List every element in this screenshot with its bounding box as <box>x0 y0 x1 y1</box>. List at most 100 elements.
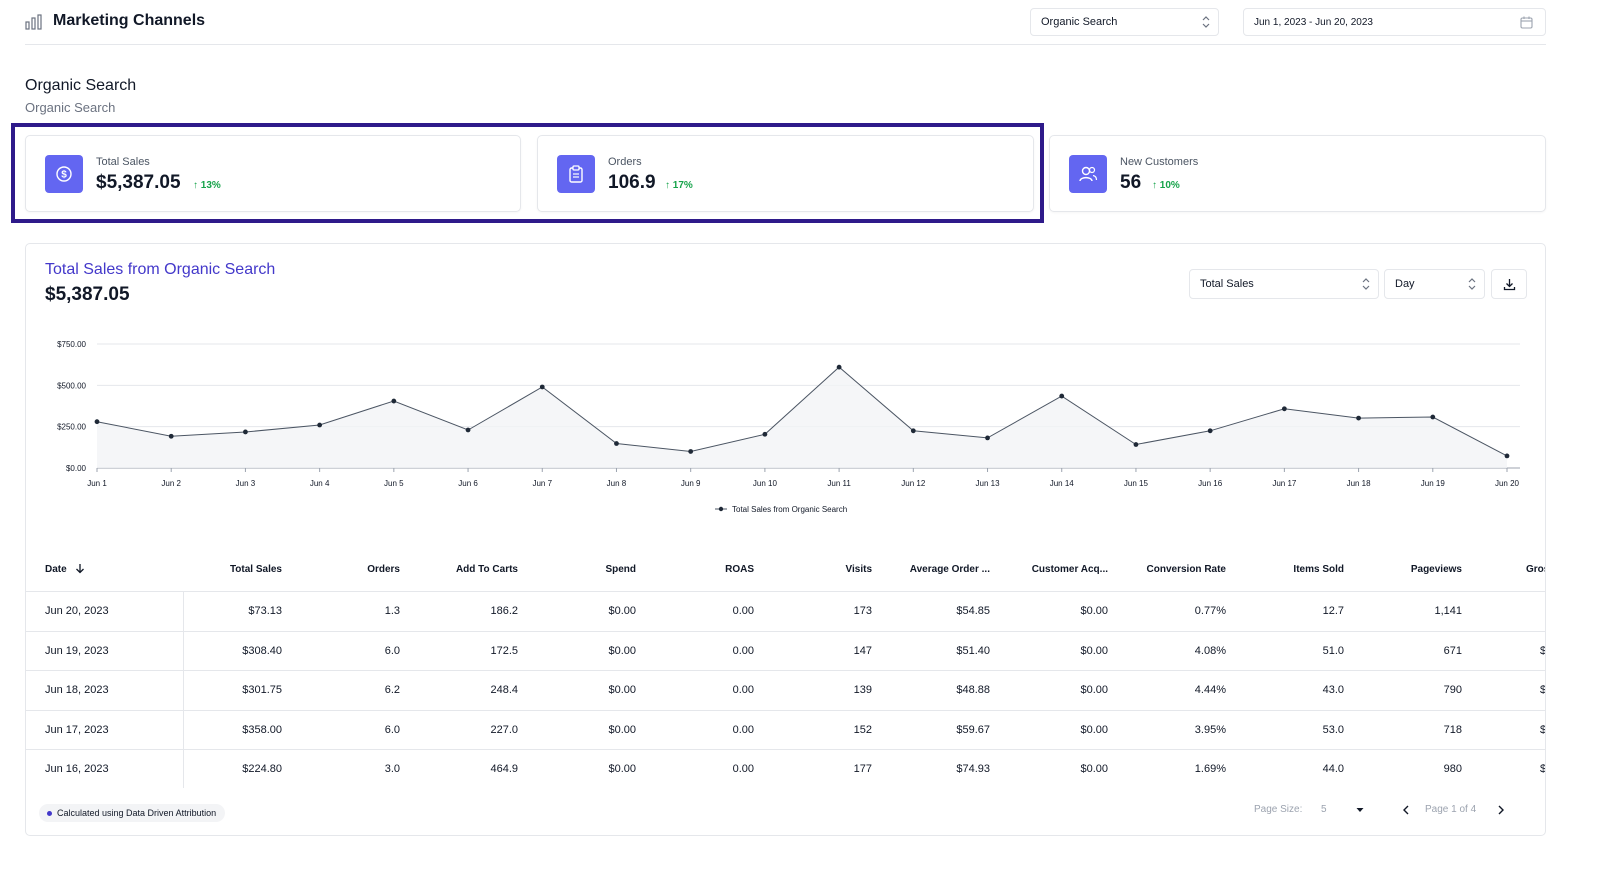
table-cell: $0.00 <box>1080 684 1108 696</box>
kpi-delta: ↑ 10% <box>1152 180 1180 191</box>
table-row[interactable]: Jun 20, 2023 $73.13 1.3 186.2 $0.00 0.00 173 $5… <box>26 591 1545 631</box>
column-header[interactable]: ROAS <box>725 564 754 575</box>
x-tick-label: Jun 18 <box>1347 479 1372 488</box>
page-size-select[interactable]: 5 <box>1321 804 1327 815</box>
table-cell: $54.85 <box>956 605 990 617</box>
section-title: Organic Search <box>25 77 137 94</box>
x-tick-label: Jun 10 <box>753 479 778 488</box>
x-tick-label: Jun 20 <box>1495 479 1520 488</box>
column-header[interactable]: Pageviews <box>1410 564 1462 575</box>
kpi-delta: ↑ 17% <box>665 180 693 191</box>
page-info: Page 1 of 4 <box>1425 804 1477 815</box>
data-point <box>836 364 842 370</box>
table-cell: $51.40 <box>956 644 990 657</box>
download-button[interactable] <box>1491 269 1527 299</box>
y-tick-label: $0.00 <box>66 464 87 473</box>
x-tick-label: Jun 17 <box>1272 479 1297 488</box>
table-row[interactable]: Jun 17, 2023 $358.00 6.0 227.0 $0.00 0.00 152 $… <box>26 709 1546 750</box>
table-cell: 464.9 <box>490 763 518 775</box>
x-tick-label: Jun 11 <box>827 479 851 488</box>
column-header[interactable]: Gros <box>1526 564 1545 575</box>
column-header[interactable]: Average Order ... <box>909 564 990 575</box>
sort-arrow-down-icon[interactable] <box>75 563 85 574</box>
kpi-delta: ↑ 13% <box>193 180 221 191</box>
table-cell: 1.69% <box>1194 763 1226 775</box>
selection-highlight <box>11 123 1044 223</box>
table-cell: 0.00 <box>732 605 754 617</box>
table-cell: 0.00 <box>732 684 754 696</box>
table-cell: $0.00 <box>608 644 636 657</box>
chevron-updown-icon <box>1468 278 1476 290</box>
data-point <box>1504 453 1510 459</box>
chevron-updown-icon <box>1362 278 1370 290</box>
table-row[interactable]: Jun 19, 2023 $308.40 6.0 172.5 $0.00 0.00 147 $… <box>26 630 1546 671</box>
table-cell: $ <box>1540 723 1546 736</box>
top-bar: Marketing Channels <box>25 0 1546 45</box>
table-cell: 152 <box>853 723 872 736</box>
kpi-label: Orders <box>608 156 642 168</box>
data-point <box>985 435 990 441</box>
page-size-label: Page Size: <box>1254 804 1303 815</box>
table-cell: 0.77% <box>1194 605 1226 617</box>
table-cell: Jun 18, 2023 <box>45 684 109 696</box>
table-cell: 6.0 <box>384 644 400 657</box>
column-header[interactable]: Conversion Rate <box>1146 564 1226 575</box>
data-point <box>539 384 545 390</box>
column-header[interactable]: Customer Acq... <box>1031 564 1108 575</box>
x-tick-label: Jun 4 <box>310 479 330 488</box>
x-tick-label: Jun 5 <box>384 479 404 488</box>
table-cell: Jun 19, 2023 <box>45 644 109 657</box>
chevron-updown-icon <box>1202 16 1210 28</box>
table-cell: $ <box>1540 644 1546 657</box>
table-cell: $301.75 <box>242 684 282 696</box>
column-header[interactable]: Date <box>45 564 67 575</box>
column-header[interactable]: Visits <box>845 564 873 575</box>
column-header[interactable]: Total Sales <box>229 564 282 575</box>
next-page-button[interactable] <box>1497 805 1505 815</box>
metric-select[interactable]: Total Sales <box>1189 269 1379 299</box>
column-header[interactable]: Orders <box>367 564 400 575</box>
legend-marker <box>718 506 724 512</box>
data-point <box>391 398 397 404</box>
date-range-picker[interactable]: Jun 1, 2023 - Jun 20, 2023 <box>1243 8 1546 36</box>
interval-select[interactable]: Day <box>1384 269 1485 299</box>
line-chart: $0.00 $250.00 $500.00 $750.00 Jun 1 Jun 2 Jun … <box>57 340 1520 514</box>
table-cell: 186.2 <box>490 605 518 617</box>
table-cell: $48.88 <box>956 684 990 696</box>
table-cell: 51.0 <box>1322 644 1344 657</box>
x-tick-label: Jun 9 <box>681 479 701 488</box>
x-tick-label: Jun 2 <box>161 479 181 488</box>
table-cell: 147 <box>853 644 872 657</box>
caret-down-icon[interactable] <box>1356 807 1364 813</box>
column-header[interactable]: Items Sold <box>1293 564 1344 575</box>
table-cell: $0.00 <box>1080 605 1108 617</box>
column-header[interactable]: Add To Carts <box>455 564 518 575</box>
column-divider <box>183 591 184 788</box>
channel-select-value: Organic Search <box>1041 16 1118 28</box>
kpi-value: 106.9 <box>608 172 656 193</box>
download-icon <box>1503 278 1515 290</box>
table-cell: $0.00 <box>1080 723 1108 736</box>
channel-select[interactable]: Organic Search <box>1030 8 1219 36</box>
table-cell: 1,141 <box>1434 605 1462 617</box>
column-header[interactable]: Spend <box>605 564 636 575</box>
table-row[interactable]: Jun 16, 2023 $224.80 3.0 464.9 $0.00 0.00 177 $… <box>26 749 1546 789</box>
kpi-value: 56 <box>1120 172 1142 193</box>
kpi-label: Total Sales <box>96 156 150 168</box>
table-cell: $ <box>1540 763 1546 775</box>
calendar-icon <box>1520 16 1533 29</box>
x-tick-label: Jun 7 <box>532 479 552 488</box>
table-cell: $308.40 <box>242 644 282 657</box>
table-row[interactable]: Jun 18, 2023 $301.75 6.2 248.4 $0.00 0.00 139 $… <box>26 670 1545 710</box>
prev-page-button[interactable] <box>1402 805 1410 815</box>
table-cell: 0.00 <box>732 763 754 775</box>
table-cell: $73.13 <box>248 605 282 617</box>
y-tick-label: $750.00 <box>57 340 86 349</box>
table-cell: 44.0 <box>1322 763 1344 775</box>
x-tick-label: Jun 15 <box>1124 479 1149 488</box>
chart-title: Total Sales from Organic Search <box>45 261 276 278</box>
table-cell: 1.3 <box>384 605 400 617</box>
section-subtitle: Organic Search <box>25 100 116 115</box>
attribution-text: Calculated using Data Driven Attribution <box>57 808 217 818</box>
x-tick-label: Jun 19 <box>1421 479 1446 488</box>
